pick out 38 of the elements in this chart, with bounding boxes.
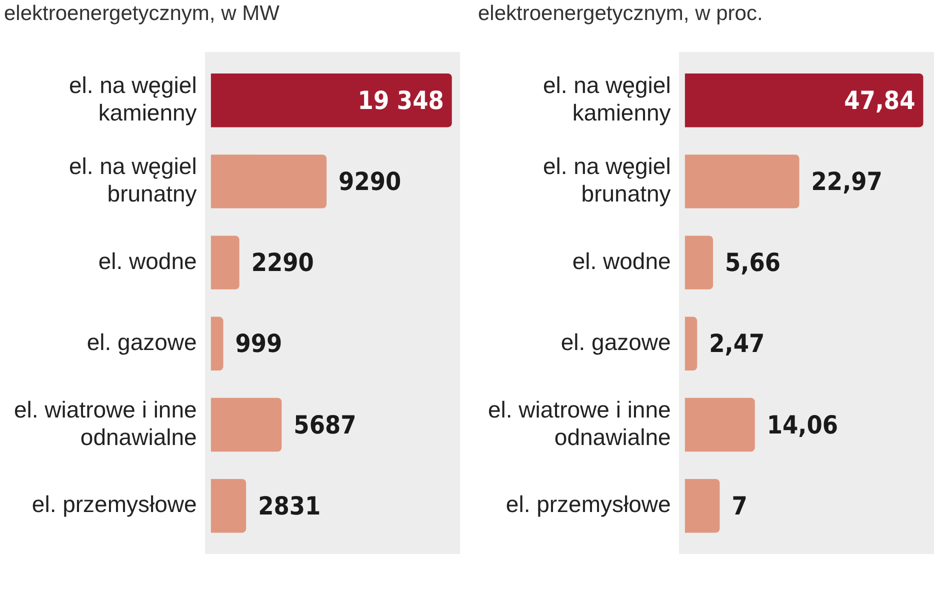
bar	[684, 73, 924, 128]
bar	[210, 316, 224, 371]
y-tick-label: el. wiatrowe i inne odnawialne	[14, 396, 197, 450]
data-label: 2,47	[709, 329, 765, 358]
data-label: 2831	[258, 491, 321, 520]
y-tick-label: el. wodne	[98, 248, 197, 274]
bar	[684, 478, 720, 533]
chart-title: elektroenergetycznym, w proc.	[478, 2, 763, 26]
data-label: 2290	[251, 248, 314, 278]
y-tick-label: el. na węgiel brunatny	[542, 152, 672, 207]
y-tick-label: el. na węgiel kamienny	[542, 72, 672, 126]
data-label: 22,97	[811, 166, 882, 196]
data-label: 5687	[294, 410, 356, 440]
y-tick-label: el. gazowe	[560, 328, 671, 355]
y-tick-label: el. na węgiel kamienny	[68, 72, 198, 126]
data-label: 9290	[338, 166, 402, 196]
y-tick-label: el. na węgiel brunatny	[68, 152, 198, 207]
y-tick-label: el. przemysłowe	[32, 491, 197, 518]
data-label: 7	[732, 491, 748, 520]
y-tick-label: el. gazowe	[86, 328, 197, 355]
bar	[684, 154, 800, 208]
bar	[210, 398, 282, 452]
data-label: 5,66	[725, 248, 781, 278]
data-label: 999	[235, 329, 282, 358]
bar	[210, 154, 327, 208]
data-label: 47,84	[844, 86, 916, 115]
bar	[684, 316, 698, 371]
bar	[684, 398, 755, 452]
bar	[684, 236, 714, 290]
y-tick-label: el. wodne	[572, 248, 671, 274]
data-label: 19 348	[358, 86, 444, 115]
bar	[210, 478, 246, 533]
y-tick-label: el. przemysłowe	[506, 491, 671, 518]
bar	[210, 73, 452, 128]
chart-title: elektroenergetycznym, w MW	[4, 2, 280, 26]
bar	[210, 236, 240, 290]
y-tick-label: el. wiatrowe i inne odnawialne	[488, 396, 671, 450]
data-label: 14,06	[766, 410, 838, 440]
